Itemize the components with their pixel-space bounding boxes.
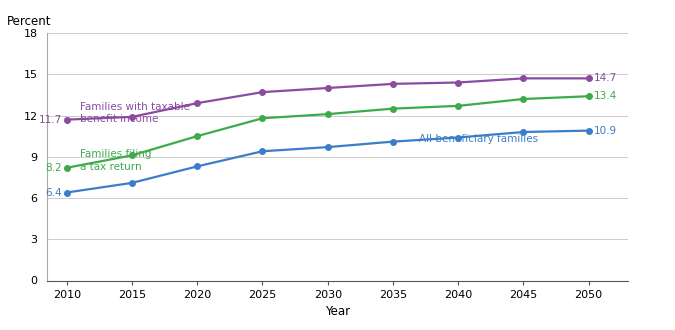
- Text: 14.7: 14.7: [594, 73, 617, 83]
- Text: Families filing
a tax return: Families filing a tax return: [80, 149, 151, 172]
- Text: Families with taxable
benefit income: Families with taxable benefit income: [80, 102, 190, 124]
- X-axis label: Year: Year: [325, 305, 350, 318]
- Text: Percent: Percent: [7, 15, 51, 28]
- Text: 10.9: 10.9: [594, 126, 617, 136]
- Text: 13.4: 13.4: [594, 91, 617, 101]
- Text: All beneficiary families: All beneficiary families: [419, 134, 538, 144]
- Text: 6.4: 6.4: [45, 187, 61, 197]
- Text: 11.7: 11.7: [38, 115, 61, 125]
- Text: 8.2: 8.2: [45, 163, 61, 173]
